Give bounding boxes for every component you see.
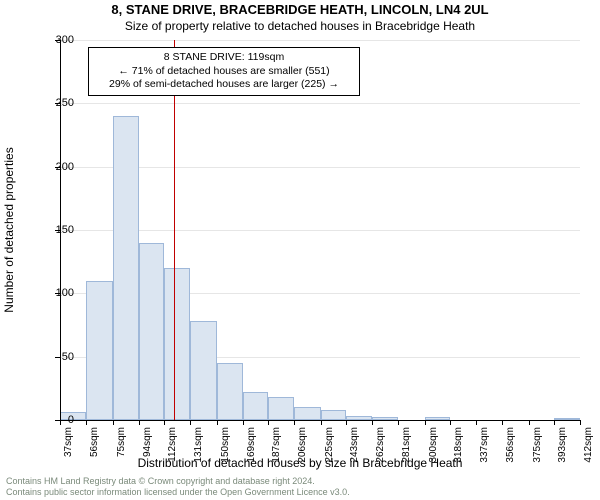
chart-title: 8, STANE DRIVE, BRACEBRIDGE HEATH, LINCO… [0, 2, 600, 17]
x-tick-label: 94sqm [142, 427, 153, 457]
footer-line-1: Contains HM Land Registry data © Crown c… [6, 476, 350, 487]
histogram-bar [86, 281, 112, 420]
annotation-box: 8 STANE DRIVE: 119sqm← 71% of detached h… [88, 47, 360, 96]
histogram-bar [321, 410, 346, 420]
x-axis-label: Distribution of detached houses by size … [0, 456, 600, 470]
x-tick-label: 75sqm [116, 427, 127, 457]
x-tick-label: 37sqm [63, 427, 74, 457]
footer-attribution: Contains HM Land Registry data © Crown c… [6, 476, 350, 498]
histogram-bar [217, 363, 243, 420]
footer-line-2: Contains public sector information licen… [6, 487, 350, 498]
histogram-bar [190, 321, 216, 420]
histogram-bar [243, 392, 268, 420]
histogram-bar [164, 268, 190, 420]
chart-subtitle: Size of property relative to detached ho… [0, 19, 600, 33]
x-tick-label: 56sqm [89, 427, 100, 457]
histogram-bar [113, 116, 139, 420]
y-axis-label: Number of detached properties [2, 65, 16, 230]
annotation-line: ← 71% of detached houses are smaller (55… [95, 65, 353, 79]
histogram-bar [294, 407, 320, 420]
histogram-bar [268, 397, 294, 420]
histogram-bar [139, 243, 164, 420]
annotation-line: 29% of semi-detached houses are larger (… [95, 78, 353, 92]
chart-title-block: 8, STANE DRIVE, BRACEBRIDGE HEATH, LINCO… [0, 2, 600, 33]
annotation-line: 8 STANE DRIVE: 119sqm [95, 51, 353, 65]
